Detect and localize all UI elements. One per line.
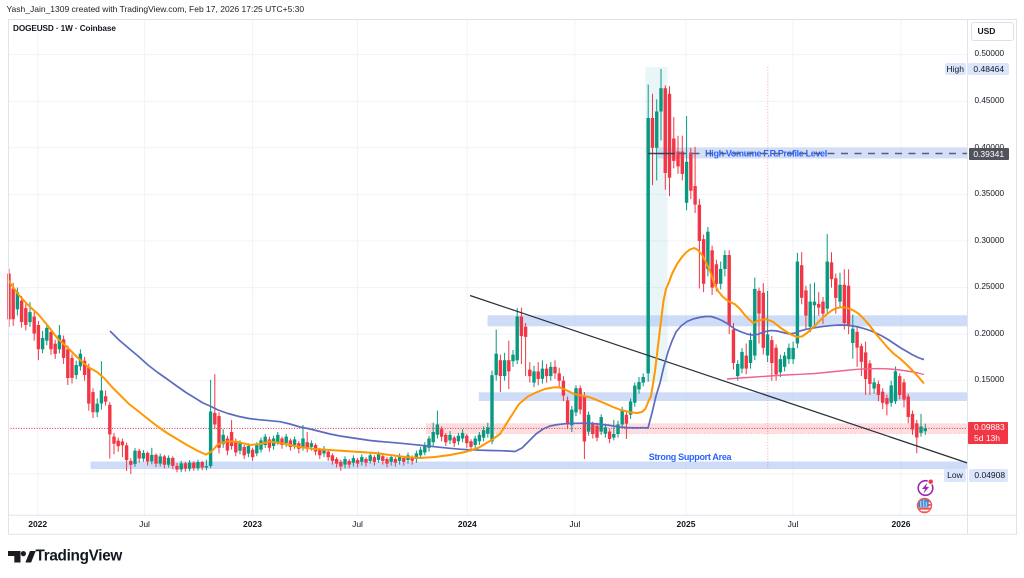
svg-text:TradingView: TradingView bbox=[36, 547, 123, 564]
svg-text:Strong Support Area: Strong Support Area bbox=[649, 452, 733, 462]
